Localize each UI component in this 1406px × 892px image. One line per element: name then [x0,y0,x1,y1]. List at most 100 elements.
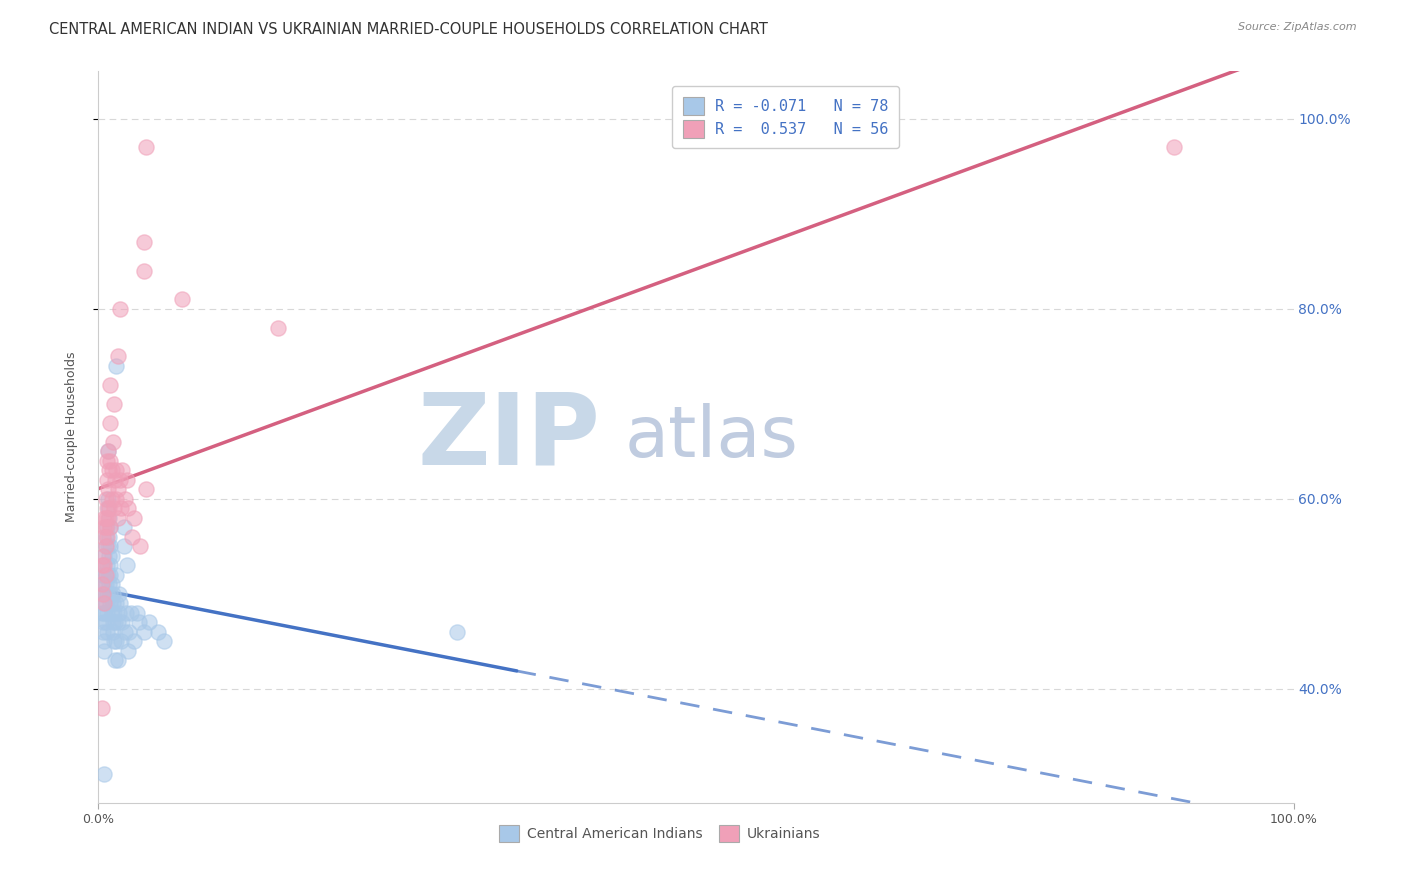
Point [103,606,125,620]
Point [104,653,127,667]
Point [112,520,135,534]
Point [96,606,118,620]
Point [96,558,118,573]
Point [94,539,117,553]
Point [97,567,120,582]
Point [105,567,128,582]
Point [120,606,142,620]
Point [100,491,122,506]
Point [91,596,114,610]
Point [91,624,114,639]
Point [104,473,127,487]
Point [96,530,118,544]
Point [94,520,117,534]
Point [114,624,136,639]
Text: CENTRAL AMERICAN INDIAN VS UKRAINIAN MARRIED-COUPLE HOUSEHOLDS CORRELATION CHART: CENTRAL AMERICAN INDIAN VS UKRAINIAN MAR… [49,22,768,37]
Point [98,520,122,534]
Point [97,539,120,553]
Point [93,767,115,781]
Point [93,587,115,601]
Point [267,321,290,335]
Point [94,577,117,591]
Point [94,530,117,544]
Point [94,511,117,525]
Point [93,577,115,591]
Point [91,558,114,573]
Point [94,615,117,630]
Point [94,491,117,506]
Point [138,615,160,630]
Point [91,567,114,582]
Legend: Central American Indians, Ukrainians: Central American Indians, Ukrainians [494,820,827,847]
Point [105,491,128,506]
Point [128,615,150,630]
Point [115,606,138,620]
Point [97,491,120,506]
Point [96,501,118,516]
Point [98,539,122,553]
Point [132,264,155,278]
Point [115,558,138,573]
Point [98,567,122,582]
Point [91,587,114,601]
Point [97,483,120,497]
Point [105,634,128,648]
Point [108,473,131,487]
Point [101,596,124,610]
Point [98,596,122,610]
Point [98,416,122,430]
Point [110,501,132,516]
Point [105,596,128,610]
Point [97,511,120,525]
Point [91,577,114,591]
Point [172,293,194,307]
Point [100,549,122,563]
Point [107,483,129,497]
Point [93,634,115,648]
Point [101,587,124,601]
Point [105,359,128,373]
Point [115,473,138,487]
Point [91,549,114,563]
Point [98,530,121,544]
Point [91,587,114,601]
Point [94,567,117,582]
Point [96,473,118,487]
Point [132,624,155,639]
Point [98,463,121,477]
Point [103,397,125,411]
Point [100,463,122,477]
Point [98,577,121,591]
Point [132,235,155,250]
Point [98,520,122,534]
Point [93,549,115,563]
Point [103,634,125,648]
Point [94,567,117,582]
Point [91,615,114,630]
Point [111,615,134,630]
Text: Source: ZipAtlas.com: Source: ZipAtlas.com [1239,22,1357,32]
Point [98,587,122,601]
Y-axis label: Married-couple Households: Married-couple Households [65,351,77,523]
Point [117,644,139,658]
Point [112,539,135,553]
Point [121,530,143,544]
Point [93,511,115,525]
Point [101,434,124,449]
Point [107,615,129,630]
Point [105,463,128,477]
Point [98,377,122,392]
Text: ZIP: ZIP [418,389,600,485]
Point [124,634,146,648]
Point [93,644,115,658]
Point [98,549,121,563]
Point [101,615,124,630]
Point [96,587,118,601]
Point [96,624,118,639]
Point [110,634,132,648]
Point [93,596,115,610]
Point [98,501,121,516]
Point [107,653,129,667]
Point [101,624,124,639]
Point [97,444,120,458]
